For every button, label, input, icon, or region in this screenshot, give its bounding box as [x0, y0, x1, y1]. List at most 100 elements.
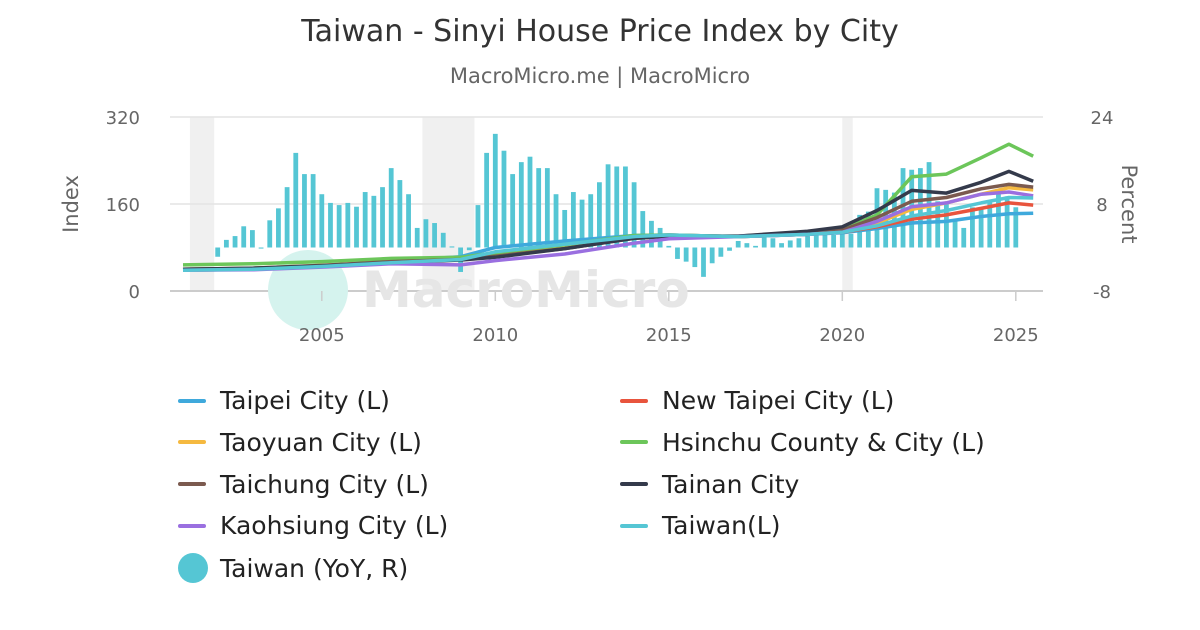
legend-item[interactable]: Taichung City (L)	[178, 470, 429, 499]
yoy-bar	[952, 220, 958, 248]
yoy-bar	[388, 168, 394, 248]
yoy-bar	[510, 174, 516, 248]
yoy-bar	[293, 152, 299, 248]
yoy-bar	[267, 220, 273, 248]
yoy-bar	[250, 230, 255, 248]
yoy-bar	[753, 245, 758, 248]
legend-item[interactable]: Taiwan (YoY, R)	[178, 553, 408, 584]
legend-line-icon	[178, 440, 206, 445]
yoy-bar	[900, 168, 906, 248]
yoy-bar	[631, 182, 637, 248]
yoy-bar	[1013, 207, 1019, 248]
yoy-bar	[475, 205, 481, 248]
yoy-bar	[796, 238, 802, 248]
yoy-bar	[597, 182, 602, 248]
yoy-bar	[727, 247, 732, 251]
yoy-bar	[362, 192, 368, 248]
yoy-bar	[501, 150, 507, 248]
yoy-bar	[623, 166, 628, 248]
yoy-bar	[805, 236, 810, 248]
yoy-bar	[310, 174, 316, 248]
yoy-bar	[354, 206, 359, 248]
legend-label: Taiwan(L)	[662, 511, 781, 541]
yoy-bar	[935, 201, 941, 248]
chart-subtitle: MacroMicro.me | MacroMicro	[449, 64, 751, 88]
yoy-bar	[822, 234, 828, 248]
yoy-bar	[518, 162, 524, 248]
yoy-bar	[380, 187, 385, 248]
chart-title: Taiwan - Sinyi House Price Index by City	[301, 14, 899, 49]
yoy-bar	[484, 152, 490, 248]
legend-item[interactable]: Kaohsiung City (L)	[178, 511, 448, 540]
x-tick-label: 2025	[993, 325, 1039, 346]
yoy-bar	[813, 233, 819, 248]
yoy-bar	[744, 243, 750, 248]
watermark-text: MacroMicro	[362, 261, 690, 319]
y-right-axis-label: Percent	[1117, 164, 1141, 243]
x-tick-label: 2005	[299, 325, 345, 346]
yoy-bar	[970, 207, 975, 248]
yoy-bar	[544, 168, 550, 248]
legend-item[interactable]: Hsinchu County & City (L)	[620, 428, 985, 457]
legend-label: Hsinchu County & City (L)	[662, 427, 985, 457]
yoy-bar	[588, 194, 594, 248]
legend-label: Taoyuan City (L)	[220, 427, 422, 457]
yoy-bar	[996, 192, 1001, 248]
yoy-bar	[241, 226, 247, 248]
legend-item[interactable]: New Taipei City (L)	[620, 386, 894, 415]
yoy-bar	[397, 180, 403, 248]
yoy-bar	[276, 208, 281, 248]
yoy-bar	[440, 232, 446, 248]
legend-item[interactable]: Taoyuan City (L)	[178, 428, 422, 457]
yoy-bar	[848, 233, 854, 248]
series-line-taiwan-l-	[182, 195, 1034, 273]
legend-item[interactable]: Tainan City	[620, 470, 799, 499]
yoy-bar	[302, 174, 307, 248]
yoy-bar	[640, 211, 646, 248]
yoy-bar	[414, 227, 420, 248]
yoy-bar	[579, 199, 585, 248]
yoy-bar	[605, 164, 611, 248]
yoy-bar	[987, 200, 993, 248]
legend-line-icon	[620, 482, 648, 487]
legend-label: Kaohsiung City (L)	[220, 511, 449, 541]
y-left-tick-label: 320	[106, 108, 140, 129]
yoy-bar	[761, 237, 767, 248]
yoy-bar	[718, 247, 724, 257]
yoy-bar	[284, 187, 290, 248]
yoy-bar	[839, 233, 845, 248]
yoy-bar	[831, 234, 837, 248]
yoy-bar	[258, 247, 264, 249]
yoy-bar	[978, 207, 984, 248]
y-right-tick-label: -8	[1093, 282, 1111, 303]
legend-label: New Taipei City (L)	[662, 386, 895, 415]
legend-label: Taipei City (L)	[220, 386, 390, 415]
yoy-bar	[709, 247, 715, 264]
x-tick-label: 2015	[646, 325, 692, 346]
yoy-bar	[692, 247, 698, 268]
yoy-bar	[787, 240, 793, 248]
x-tick-label: 2020	[819, 325, 865, 346]
yoy-bar	[683, 247, 689, 262]
yoy-bar	[432, 223, 437, 248]
yoy-bar	[614, 166, 620, 248]
yoy-bar	[423, 219, 429, 248]
yoy-bar	[666, 245, 672, 248]
legend-item[interactable]: Taipei City (L)	[178, 386, 390, 415]
yoy-bar	[328, 202, 333, 248]
yoy-bar	[770, 238, 776, 248]
yoy-bar	[562, 209, 568, 248]
yoy-bar	[961, 227, 967, 248]
yoy-bar	[735, 240, 741, 248]
yoy-bar	[701, 247, 706, 277]
yoy-bar	[536, 168, 542, 248]
y-right-tick-label: 24	[1091, 108, 1114, 129]
legend-item[interactable]: Taiwan(L)	[620, 511, 780, 540]
y-right-tick-label: 8	[1096, 195, 1107, 216]
yoy-bar	[492, 133, 498, 248]
legend-line-icon	[620, 440, 648, 445]
legend-line-icon	[620, 398, 648, 403]
yoy-bar	[553, 194, 559, 248]
yoy-bar	[345, 202, 351, 248]
